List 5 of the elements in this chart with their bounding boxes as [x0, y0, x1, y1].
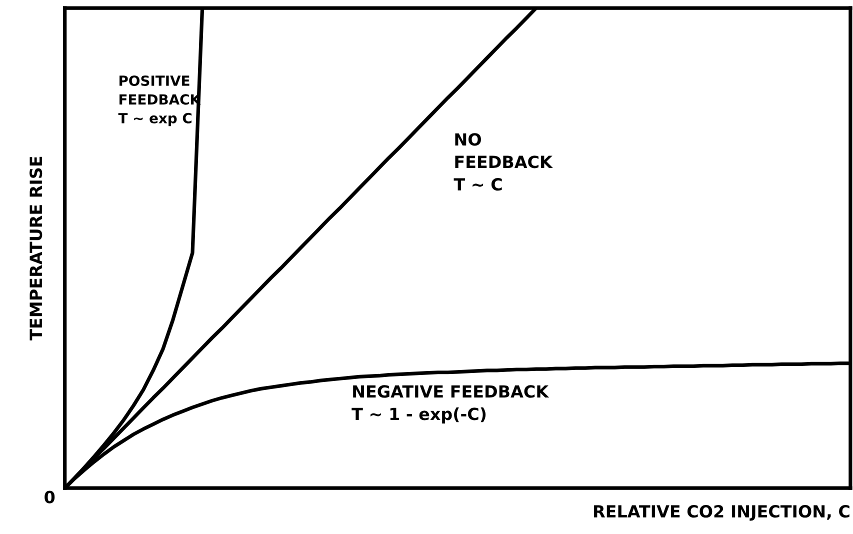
text: 0 [44, 490, 55, 504]
series-label: NEGATIVE FEEDBACK T ~ 1 - exp(-C) [352, 385, 550, 424]
x-axis-title: RELATIVE CO2 INJECTION, C [594, 505, 850, 521]
series-label: NO FEEDBACK T ~ C [454, 133, 553, 191]
y-axis-title: TEMPERATURE RISE [30, 156, 42, 340]
